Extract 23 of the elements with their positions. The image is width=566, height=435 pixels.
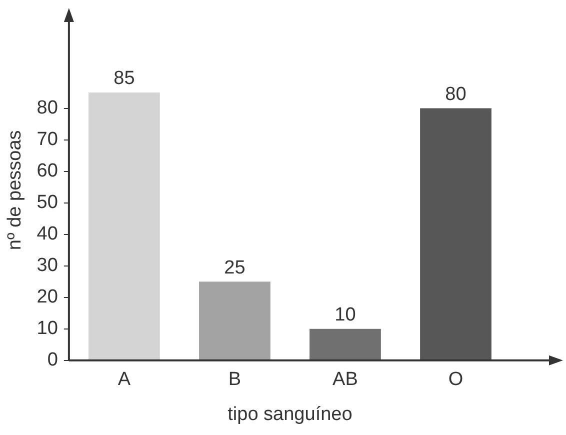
y-tick-label: 70 [36, 129, 58, 150]
bar [199, 282, 270, 360]
y-tick-label: 40 [36, 224, 58, 245]
bar [420, 108, 492, 360]
x-axis-title: tipo sanguíneo [228, 404, 352, 425]
data-label: 85 [114, 68, 135, 90]
data-label: 10 [334, 304, 356, 326]
x-tick-label: B [228, 369, 242, 390]
x-tick-label: AB [332, 369, 358, 390]
bar [88, 92, 160, 360]
y-axis-title: nº de pessoas [4, 130, 26, 250]
y-tick-label: 0 [47, 350, 58, 371]
x-tick-label: A [118, 369, 131, 390]
y-tick-label: 20 [36, 286, 58, 308]
y-tick-label: 80 [36, 97, 58, 118]
y-tick-label: 10 [36, 318, 58, 340]
x-tick-label: O [448, 369, 464, 390]
data-label: 80 [445, 84, 466, 105]
y-tick-label: 50 [36, 192, 58, 214]
data-label: 25 [224, 257, 246, 278]
y-tick-label: 30 [36, 255, 58, 276]
y-tick-label: 60 [36, 160, 58, 182]
bar [310, 328, 381, 360]
